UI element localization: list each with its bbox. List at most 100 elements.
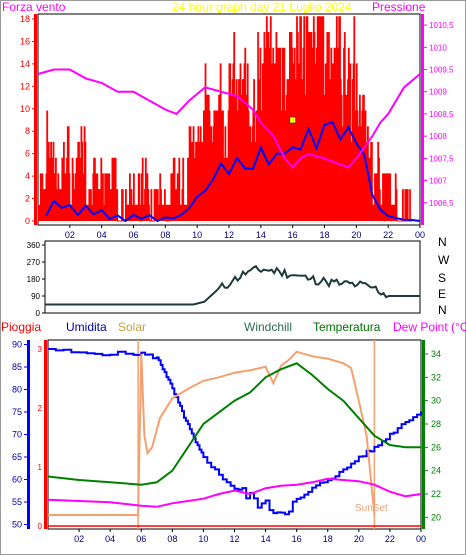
humidity-tick-label: 75 [12,407,22,417]
humidity-tick-label: 55 [12,497,22,507]
x-tick-label: 12 [224,230,234,240]
wind-tick-label: 16 [20,36,30,46]
weather-plot-area [47,339,422,530]
x-tick-label: 14 [256,230,266,240]
rain-tick-label: 1 [38,463,43,472]
x-tick-label: 20 [351,230,361,240]
x-tick-label: 04 [97,230,107,240]
legend-temperatura: Temperatura [313,320,381,334]
humidity-tick-label: 60 [12,475,22,485]
x-tick-label: 18 [323,534,333,544]
pressure-tick-label: 1008,5 [429,110,454,119]
x-tick-label: 08 [160,230,170,240]
x-tick-label: 14 [261,534,271,544]
wind-tick-label: 10 [20,104,30,114]
temperature-tick-label: 34 [431,349,441,359]
pressure-axis-title: Pressione [372,0,426,14]
x-tick-label: 16 [292,534,302,544]
wind-axis-bar [34,14,37,225]
rain-axis-bar [44,340,47,529]
wind-tick-label: 6 [25,149,30,159]
humidity-tick-label: 85 [12,362,22,372]
x-tick-label: 10 [198,534,208,544]
direction-tick-label: 90 [31,292,40,301]
pressure-tick-label: 1009,5 [429,66,454,75]
humidity-tick-label: 80 [12,385,22,395]
temperature-tick-label: 24 [431,466,441,476]
humidity-series-line [48,348,422,516]
direction-plot-area [44,240,421,314]
x-tick-label: 16 [288,230,298,240]
direction-tick-label: 360 [27,241,41,250]
weather-panel: Pioggia Umidita Solar Windchill Temperatura D… [1,320,466,544]
compass-label: S [438,271,446,285]
weather-legend: Pioggia Umidita Solar Windchill Temperatura D… [1,320,466,334]
compass-label: W [438,253,450,267]
humidity-axis-bar [27,340,30,529]
wind-tick-label: 14 [20,59,30,69]
wind-tick-label: 0 [25,216,30,226]
x-tick-label: 02 [65,230,75,240]
compass-label: E [438,287,446,301]
temperature-tick-label: 26 [431,442,441,452]
humidity-tick-label: 70 [12,430,22,440]
average-wind-series-line [45,121,421,223]
wind-tick-label: 2 [25,194,30,204]
direction-tick-label: 180 [27,275,41,284]
legend-solar: Solar [118,320,146,334]
sunset-label: SunSet [355,503,388,514]
graph-title: 24 hour graph day 21 Luglio 2024 [172,0,352,14]
pressure-series-line [37,68,421,169]
rain-tick-label: 2 [38,404,43,413]
wind-direction-series-line [45,264,420,306]
temperature-tick-label: 20 [431,512,441,522]
x-tick-label: 18 [319,230,329,240]
dewpoint-series-line [47,477,422,508]
pressure-tick-label: 1006,5 [429,199,454,208]
x-tick-label: 22 [385,534,395,544]
rain-tick-label: 0 [38,522,43,531]
legend-dew-point-c-: Dew Point (°C) [393,320,466,334]
pressure-tick-label: 1007 [429,177,447,186]
x-tick-label: 02 [74,534,84,544]
rain-tick-label: 3 [38,345,43,354]
pressure-tick-label: 1008 [429,132,447,141]
wind-tick-label: 8 [25,126,30,136]
legend-umidita: Umidita [66,320,107,334]
wind-tick-label: 12 [20,81,30,91]
direction-tick-label: 270 [27,258,41,267]
x-tick-label: 12 [229,534,239,544]
wind-axis-title: Forza vento [2,0,66,14]
solar-series-line [48,350,376,516]
temperature-tick-label: 22 [431,489,441,499]
compass-label: N [438,303,447,317]
x-tick-label: 06 [128,230,138,240]
x-tick-label: 00 [415,230,425,240]
x-tick-label: 00 [416,534,426,544]
humidity-tick-label: 90 [12,340,22,350]
legend-windchill: Windchill [244,320,292,334]
gust-series-line [37,16,412,222]
x-tick-label: 10 [192,230,202,240]
temperature-tick-label: 30 [431,396,441,406]
x-tick-label: 06 [136,534,146,544]
temperature-tick-label: 32 [431,372,441,382]
x-tick-label: 22 [383,230,393,240]
direction-tick-label: 0 [36,309,41,318]
pressure-tick-label: 1010,5 [429,21,454,30]
x-tick-label: 08 [167,534,177,544]
pressure-tick-label: 1007,5 [429,154,454,163]
humidity-tick-label: 50 [12,520,22,530]
x-tick-label: 20 [354,534,364,544]
humidity-tick-label: 65 [12,452,22,462]
temperature-axis-bar [422,340,425,529]
temperature-tick-label: 28 [431,419,441,429]
pressure-tick-label: 1009 [429,88,447,97]
wind-highlight-marker [289,116,296,124]
wind-tick-label: 4 [25,171,30,181]
pressure-tick-label: 1010 [429,43,447,52]
x-tick-label: 04 [105,534,115,544]
